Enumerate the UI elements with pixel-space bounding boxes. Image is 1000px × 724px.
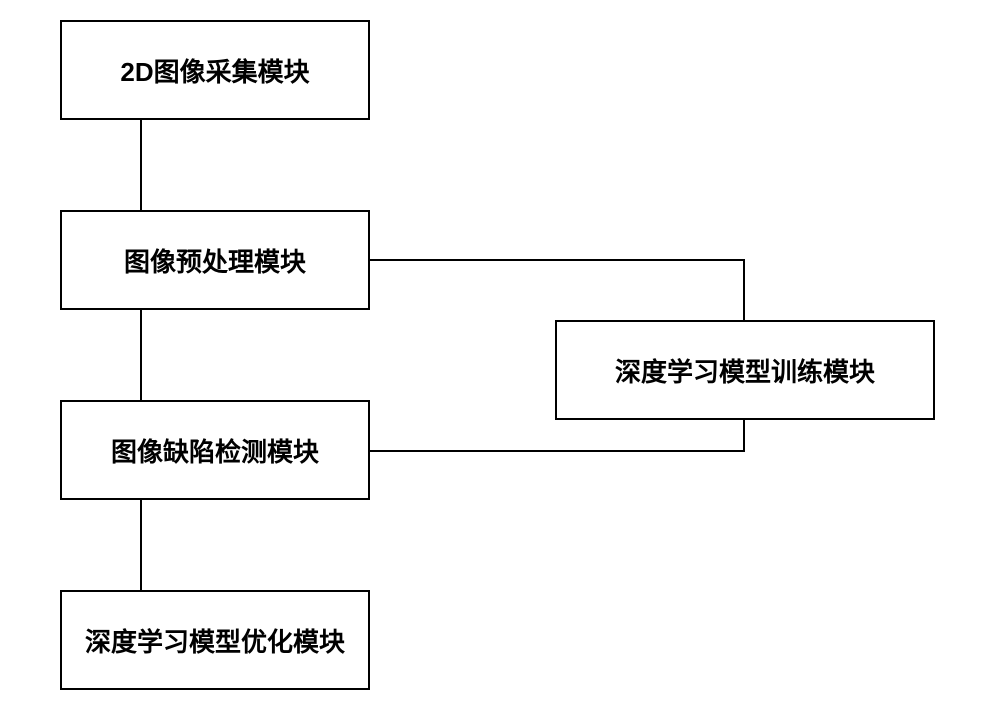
connector-3-4 [140,500,142,590]
box-model-optimization: 深度学习模型优化模块 [60,590,370,690]
box-label: 图像预处理模块 [124,242,306,279]
connector-2-3 [140,310,142,400]
box-label: 2D图像采集模块 [120,52,309,89]
connector-2-5-vertical [743,259,745,320]
box-label: 深度学习模型训练模块 [615,352,875,389]
box-image-acquisition: 2D图像采集模块 [60,20,370,120]
connector-2-5-horizontal [370,259,745,261]
box-label: 深度学习模型优化模块 [85,622,345,659]
box-defect-detection: 图像缺陷检测模块 [60,400,370,500]
connector-5-3-vertical [743,420,745,452]
connector-5-3-horizontal [370,450,745,452]
connector-1-2 [140,120,142,210]
box-label: 图像缺陷检测模块 [111,432,319,469]
box-image-preprocessing: 图像预处理模块 [60,210,370,310]
box-model-training: 深度学习模型训练模块 [555,320,935,420]
